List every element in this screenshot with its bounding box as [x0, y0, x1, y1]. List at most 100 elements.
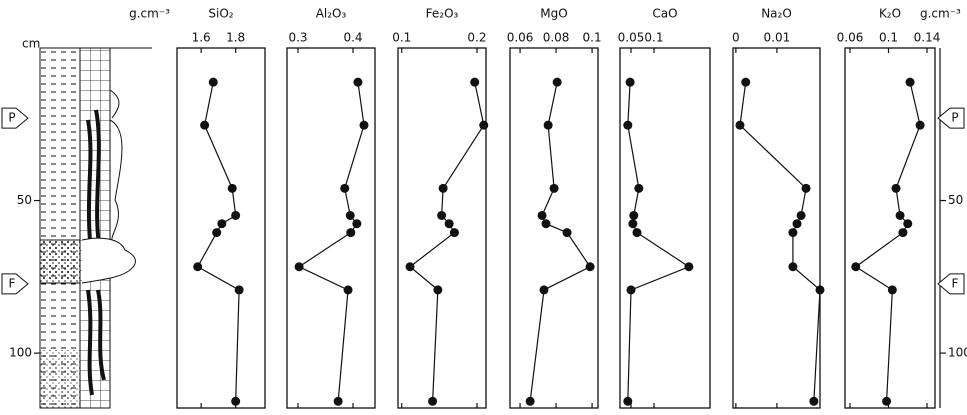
- x-tick-label: 0.1: [583, 31, 602, 45]
- sample-point: [526, 397, 535, 406]
- y-tick-label: 100: [9, 346, 32, 360]
- panel-frame: [733, 48, 820, 408]
- sample-point: [231, 211, 240, 220]
- panel-title: Na₂O: [761, 7, 792, 21]
- sample-point: [851, 262, 860, 271]
- sample-point: [623, 397, 632, 406]
- sample-point: [586, 262, 595, 271]
- sample-point: [445, 219, 454, 228]
- sample-point: [437, 211, 446, 220]
- sample-point: [344, 285, 353, 294]
- y-tick-label: 100: [948, 346, 967, 360]
- sample-point: [450, 228, 459, 237]
- sample-point: [809, 397, 818, 406]
- sample-point: [353, 78, 362, 87]
- sample-point: [626, 78, 635, 87]
- x-tick-label: 0.1: [879, 31, 898, 45]
- sample-point: [788, 262, 797, 271]
- marker-label: P: [951, 111, 958, 125]
- sample-point: [217, 219, 226, 228]
- profile-line: [530, 82, 590, 401]
- sample-point: [898, 228, 907, 237]
- marker-label: P: [8, 111, 15, 125]
- x-tick-label: 0.1: [392, 31, 411, 45]
- marker-label: F: [952, 276, 959, 290]
- y-tick-label: 50: [948, 193, 963, 207]
- sample-point: [627, 285, 636, 294]
- x-tick-label: 0.3: [288, 31, 307, 45]
- profile-line: [856, 82, 920, 401]
- panel-title: Fe₂O₃: [426, 7, 459, 21]
- sample-point: [439, 184, 448, 193]
- x-tick-label: 0.06: [837, 31, 864, 45]
- sample-point: [346, 211, 355, 220]
- x-tick-label: 0.08: [543, 31, 570, 45]
- sample-point: [684, 262, 693, 271]
- sample-point: [788, 228, 797, 237]
- x-tick-label: 0.2: [467, 31, 486, 45]
- sample-point: [540, 285, 549, 294]
- sample-point: [209, 78, 218, 87]
- x-tick-label: 1.6: [192, 31, 211, 45]
- sample-point: [428, 397, 437, 406]
- sample-point: [892, 184, 901, 193]
- sample-point: [623, 121, 632, 130]
- sample-point: [802, 184, 811, 193]
- panel-title: CaO: [652, 7, 677, 21]
- panel-title: MgO: [540, 7, 567, 21]
- sample-point: [634, 184, 643, 193]
- profile-line: [299, 82, 364, 401]
- panel-frame: [398, 48, 486, 408]
- sample-point: [628, 219, 637, 228]
- sample-point: [228, 184, 237, 193]
- panel-title: SiO₂: [208, 7, 233, 21]
- unit-label: g.cm⁻³: [129, 7, 170, 21]
- profile-line: [740, 82, 820, 401]
- sample-point: [550, 184, 559, 193]
- sample-point: [433, 285, 442, 294]
- sample-point: [916, 121, 925, 130]
- panel-frame: [510, 48, 598, 408]
- sample-point: [793, 219, 802, 228]
- x-tick-label: 1.8: [226, 31, 245, 45]
- x-tick-label: 0.4: [343, 31, 362, 45]
- sample-point: [295, 262, 304, 271]
- sample-point: [334, 397, 343, 406]
- sample-point: [541, 219, 550, 228]
- sample-point: [360, 121, 369, 130]
- sample-point: [538, 211, 547, 220]
- sample-point: [741, 78, 750, 87]
- panels: cm5050100100PPFFg.cm⁻³g.cm⁻³SiO₂1.61.8Al…: [2, 7, 967, 409]
- y-tick-label: 50: [17, 193, 32, 207]
- sample-point: [340, 184, 349, 193]
- sample-point: [479, 121, 488, 130]
- x-tick-label: 0.06: [507, 31, 534, 45]
- sample-point: [563, 228, 572, 237]
- x-tick-label: 0.01: [764, 31, 791, 45]
- sample-point: [816, 285, 825, 294]
- sample-point: [544, 121, 553, 130]
- sample-point: [212, 228, 221, 237]
- sample-point: [406, 262, 415, 271]
- sample-point: [193, 262, 202, 271]
- depth-label: cm: [22, 37, 40, 51]
- sample-point: [553, 78, 562, 87]
- x-tick-label: 0.1: [644, 31, 663, 45]
- sample-point: [735, 121, 744, 130]
- sample-point: [235, 285, 244, 294]
- sample-point: [888, 285, 897, 294]
- marker-label: F: [9, 276, 16, 290]
- profile-line: [198, 82, 239, 401]
- x-tick-label: 0: [732, 31, 740, 45]
- x-tick-label: 0.05: [618, 31, 645, 45]
- strat-column: [40, 48, 152, 408]
- sample-point: [903, 219, 912, 228]
- panel-title: Al₂O₃: [316, 7, 347, 21]
- panel-frame: [845, 48, 935, 408]
- figure: cm5050100100PPFFg.cm⁻³g.cm⁻³SiO₂1.61.8Al…: [0, 0, 967, 415]
- sample-point: [470, 78, 479, 87]
- sample-point: [906, 78, 915, 87]
- sample-point: [200, 121, 209, 130]
- sample-point: [629, 211, 638, 220]
- profile-line: [410, 82, 484, 401]
